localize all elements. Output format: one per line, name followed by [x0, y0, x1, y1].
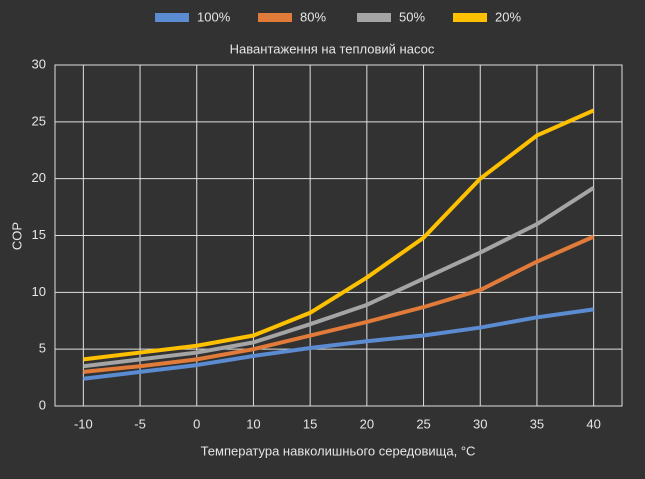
- x-tick-label: -10: [74, 416, 93, 431]
- legend-label: 100%: [197, 9, 231, 24]
- x-tick-label: 15: [303, 416, 317, 431]
- x-tick-label: 35: [530, 416, 544, 431]
- x-tick-label: 20: [360, 416, 374, 431]
- series-line: [83, 108, 595, 362]
- series-line: [83, 234, 595, 374]
- x-tick-label: 0: [193, 416, 200, 431]
- legend-swatch: [258, 13, 292, 22]
- x-tick-label: 40: [586, 416, 600, 431]
- legend-label: 80%: [300, 9, 326, 24]
- series-line: [83, 186, 595, 369]
- series-line: [83, 307, 594, 381]
- chart-title: Навантаження на тепловий насос: [230, 41, 435, 56]
- y-tick-label: 20: [32, 170, 46, 185]
- y-tick-label: 30: [32, 56, 46, 71]
- plot-border: [54, 64, 623, 407]
- y-axis-label: COP: [9, 222, 24, 250]
- legend-label: 50%: [399, 9, 425, 24]
- y-tick-label: 10: [32, 284, 46, 299]
- legend-swatch: [453, 13, 487, 22]
- x-axis-label: Температура навколишнього середовища, °C: [201, 443, 476, 458]
- legend-swatch: [155, 13, 189, 22]
- x-tick-label: -5: [134, 416, 146, 431]
- x-tick-label: 10: [246, 416, 260, 431]
- y-tick-label: 15: [32, 227, 46, 242]
- legend-label: 20%: [495, 9, 521, 24]
- y-tick-label: 25: [32, 113, 46, 128]
- y-tick-label: 5: [39, 341, 46, 356]
- legend-swatch: [357, 13, 391, 22]
- x-tick-label: 25: [416, 416, 430, 431]
- y-tick-label: 0: [39, 397, 46, 412]
- x-tick-label: 30: [473, 416, 487, 431]
